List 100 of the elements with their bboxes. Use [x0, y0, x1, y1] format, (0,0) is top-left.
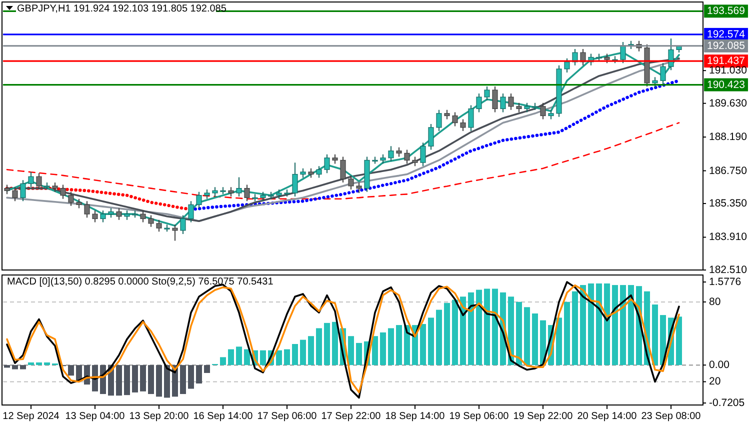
y-tick-label: -0.7205: [709, 397, 745, 409]
candlestick: [444, 109, 450, 120]
candlestick: [492, 86, 498, 113]
bar: [436, 310, 442, 366]
bar: [524, 307, 530, 366]
x-tick-label: 19 Sep 06:00: [449, 411, 510, 422]
y-tick-label: 182.510: [709, 264, 748, 276]
candlestick: [604, 53, 610, 64]
bar: [532, 313, 538, 366]
bar: [452, 300, 458, 366]
candlestick: [404, 149, 410, 164]
bar: [420, 324, 426, 366]
bar: [460, 296, 466, 366]
bar: [220, 357, 226, 366]
bar: [324, 322, 330, 366]
y-tick-label: 185.350: [709, 198, 748, 210]
candlestick: [524, 102, 530, 113]
candlestick: [396, 146, 402, 158]
candlestick: [540, 102, 546, 120]
y-tick-label: 188.190: [709, 131, 748, 144]
bar: [476, 290, 482, 366]
candlestick: [204, 188, 210, 200]
candlestick: [148, 214, 154, 228]
candlestick: [236, 176, 242, 198]
candlestick: [172, 224, 178, 242]
x-tick-label: 16 Sep 14:00: [193, 411, 254, 422]
bar: [652, 304, 658, 366]
candlestick: [476, 93, 482, 113]
candlestick: [468, 104, 474, 132]
bar: [612, 285, 618, 366]
bar: [132, 365, 138, 392]
ref-line-label: 190.423: [707, 78, 746, 91]
bar: [572, 291, 578, 366]
bar: [620, 285, 626, 366]
bar: [284, 349, 290, 366]
candlestick: [60, 184, 66, 200]
candlestick: [452, 112, 458, 127]
x-tick-label: 19 Sep 22:00: [513, 411, 574, 422]
x-tick-label: 18 Sep 14:00: [385, 411, 446, 422]
bar: [564, 302, 570, 366]
candlestick: [140, 210, 146, 223]
candlestick: [388, 146, 394, 162]
x-tick-label: 13 Sep 20:00: [129, 411, 190, 422]
candlestick: [460, 118, 466, 132]
candlestick: [660, 62, 666, 85]
bar: [604, 283, 610, 366]
candlestick: [28, 171, 34, 188]
candlestick: [76, 198, 82, 209]
bar: [372, 336, 378, 366]
candlestick: [348, 174, 354, 190]
y-tick-label: 189.630: [709, 97, 748, 110]
candlestick: [324, 154, 330, 174]
candlestick: [4, 184, 10, 195]
y2-tick-label: 80: [709, 296, 721, 308]
candlestick: [180, 214, 186, 234]
y-tick-label: 1.5776: [709, 276, 742, 288]
bar: [12, 365, 18, 370]
bar: [580, 285, 586, 366]
bar: [188, 365, 194, 389]
bar: [276, 350, 282, 366]
bar: [116, 365, 122, 396]
candlestick: [308, 168, 314, 178]
y-tick-label: 183.910: [709, 231, 748, 244]
x-tick-label: 23 Sep 08:00: [641, 411, 702, 422]
bar: [556, 318, 562, 366]
bar: [380, 332, 386, 366]
bar: [204, 365, 210, 373]
bar: [596, 283, 602, 366]
bar: [348, 336, 354, 366]
y-tick-label: 186.750: [709, 164, 748, 177]
y2-tick-label: 20: [709, 376, 721, 388]
candlestick: [124, 210, 130, 220]
x-tick-label: 20 Sep 14:00: [577, 411, 638, 422]
bar: [396, 325, 402, 366]
candlestick: [620, 42, 626, 64]
ref-line-label: 192.085: [707, 40, 746, 52]
candlestick: [108, 208, 114, 218]
candlestick: [292, 162, 298, 198]
candlestick: [436, 109, 442, 132]
bar: [676, 316, 682, 366]
candlestick: [380, 154, 386, 164]
bar: [516, 302, 522, 366]
candlestick: [652, 76, 658, 88]
candlestick: [332, 154, 338, 164]
bar: [428, 318, 434, 366]
bar: [148, 365, 154, 394]
candlestick: [92, 210, 98, 223]
bar: [124, 365, 130, 396]
chart-title: MACD [0](13,50) 0.8295 0.0000 Sto(9,2,5) 76.5075 70.5431: [7, 276, 274, 288]
bar: [140, 365, 146, 392]
ref-line-label: 192.574: [707, 28, 746, 40]
bar: [260, 350, 266, 366]
bar: [20, 365, 26, 370]
candlestick: [84, 200, 90, 218]
candlestick: [276, 188, 282, 200]
bar: [388, 328, 394, 366]
candlestick: [508, 93, 514, 110]
candlestick: [212, 186, 218, 198]
bar: [628, 285, 634, 366]
bar: [356, 342, 362, 366]
